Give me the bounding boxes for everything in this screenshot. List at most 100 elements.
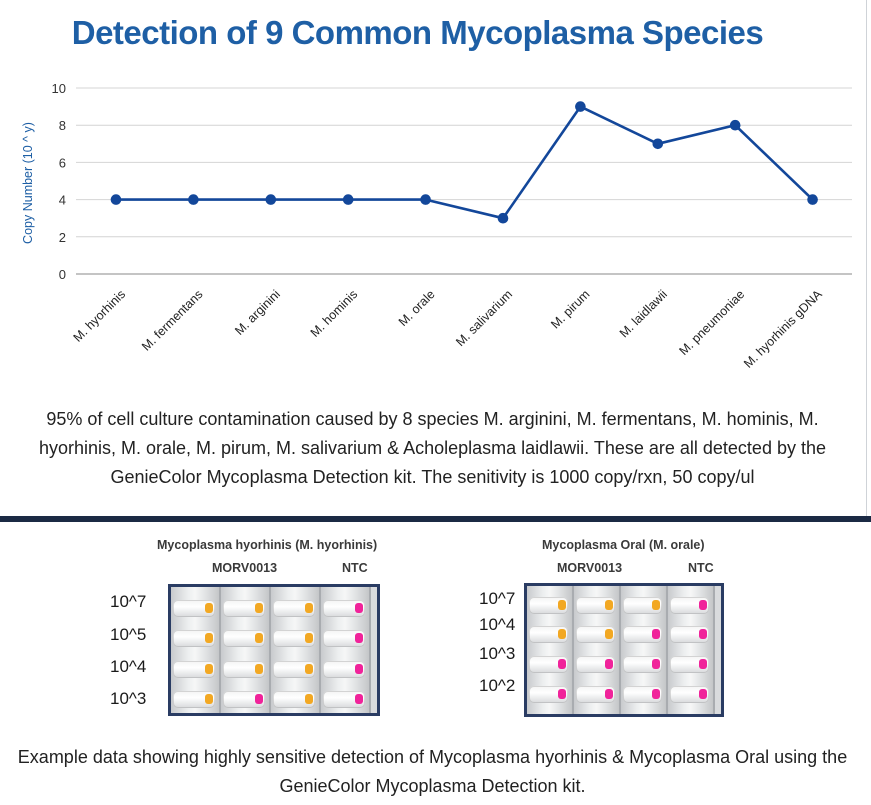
x-tick-label: M. pneumoniae	[676, 287, 747, 358]
data-point	[497, 212, 509, 224]
data-point	[575, 101, 586, 112]
right-border	[866, 0, 867, 516]
reaction-dot	[699, 689, 707, 699]
reaction-dot	[699, 629, 707, 639]
reaction-dot	[305, 664, 313, 674]
y-tick-label: 8	[59, 118, 66, 133]
reaction-dot	[699, 600, 707, 610]
ntc-label-hyorhinis: NTC	[342, 561, 368, 575]
tube	[223, 600, 265, 617]
strip-gap	[319, 587, 321, 713]
test-tube-photo-orale	[524, 583, 724, 717]
reaction-dot	[205, 633, 213, 643]
strip-gap	[666, 586, 668, 714]
x-tick-label: M. fermentans	[139, 287, 205, 353]
reaction-dot	[558, 659, 566, 669]
reaction-dot	[605, 689, 613, 699]
row-label: 10^2	[479, 676, 516, 695]
strip-gap	[619, 586, 621, 714]
page-title: Detection of 9 Common Mycoplasma Species	[71, 14, 764, 51]
data-point	[342, 194, 354, 205]
series-line	[116, 105, 814, 220]
data-point	[807, 194, 818, 205]
x-tick-label: M. hyorhinis	[71, 287, 129, 345]
tube	[273, 600, 315, 617]
reaction-dot	[205, 664, 213, 674]
tube	[323, 661, 365, 678]
tube	[223, 661, 265, 678]
results-caption: Example data showing highly sensitive de…	[17, 747, 848, 796]
x-tick-label: M. pirum	[548, 287, 592, 331]
reaction-dot	[355, 694, 363, 704]
reaction-dot	[255, 633, 263, 643]
ntc-label-orale: NTC	[688, 561, 714, 575]
reaction-dot	[255, 603, 263, 613]
test-tube-photo-hyorhinis	[168, 584, 380, 716]
row-label: 10^7	[110, 592, 147, 611]
reaction-dot	[652, 659, 660, 669]
row-label: 10^5	[110, 625, 147, 644]
tube	[323, 630, 365, 647]
reaction-dot	[558, 689, 566, 699]
reaction-dot	[305, 603, 313, 613]
tube	[273, 661, 315, 678]
reaction-dot	[605, 659, 613, 669]
strip-gap	[369, 587, 371, 713]
data-point	[265, 194, 277, 205]
tube	[173, 691, 215, 708]
reaction-dot	[605, 600, 613, 610]
reaction-dot	[558, 629, 566, 639]
row-label: 10^3	[479, 644, 516, 663]
tube	[223, 630, 265, 647]
data-point	[188, 194, 199, 205]
x-tick-label: M. laidlawii	[617, 287, 670, 340]
reaction-dot	[355, 633, 363, 643]
x-tick-label: M. orale	[396, 287, 438, 329]
row-label: 10^4	[110, 657, 147, 676]
strip-gap	[219, 587, 221, 713]
section-divider	[0, 516, 871, 522]
y-axis-label: Copy Number (10 ^ y)	[21, 122, 35, 244]
tube	[273, 691, 315, 708]
row-label: 10^7	[479, 589, 516, 608]
data-point	[110, 194, 122, 205]
tube	[223, 691, 265, 708]
tube	[173, 661, 215, 678]
data-point	[420, 194, 431, 205]
reaction-dot	[605, 629, 613, 639]
reaction-dot	[255, 694, 263, 704]
strip-gap	[572, 586, 574, 714]
sample-label-orale: MORV0013	[557, 561, 623, 575]
reaction-dot	[355, 603, 363, 613]
reaction-dot	[558, 600, 566, 610]
y-tick-label: 10	[52, 81, 66, 96]
chart-caption: 95% of cell culture contamination caused…	[38, 409, 826, 487]
data-point	[652, 138, 664, 150]
row-label: 10^3	[110, 689, 147, 708]
x-tick-label: M. arginini	[232, 287, 283, 338]
panel-title-hyorhinis: Mycoplasma hyorhinis (M. hyorhinis)	[157, 538, 378, 552]
tube	[273, 630, 315, 647]
y-tick-label: 6	[59, 155, 66, 170]
tube	[173, 630, 215, 647]
reaction-dot	[699, 659, 707, 669]
reaction-dot	[652, 629, 660, 639]
y-tick-label: 4	[59, 193, 66, 208]
x-tick-label: M. salivarium	[453, 287, 515, 349]
tube	[323, 691, 365, 708]
sample-label-hyorhinis: MORV0013	[212, 561, 278, 575]
reaction-dot	[205, 694, 213, 704]
tube	[173, 600, 215, 617]
reaction-dot	[652, 600, 660, 610]
reaction-dot	[355, 664, 363, 674]
row-label: 10^4	[479, 615, 516, 634]
reaction-dot	[255, 664, 263, 674]
reaction-dot	[305, 694, 313, 704]
strip-gap	[269, 587, 271, 713]
x-tick-label: M. hyorhinis gDNA	[741, 287, 825, 371]
y-tick-label: 0	[59, 267, 66, 282]
y-tick-label: 2	[59, 230, 66, 245]
reaction-dot	[305, 633, 313, 643]
strip-gap	[713, 586, 715, 714]
